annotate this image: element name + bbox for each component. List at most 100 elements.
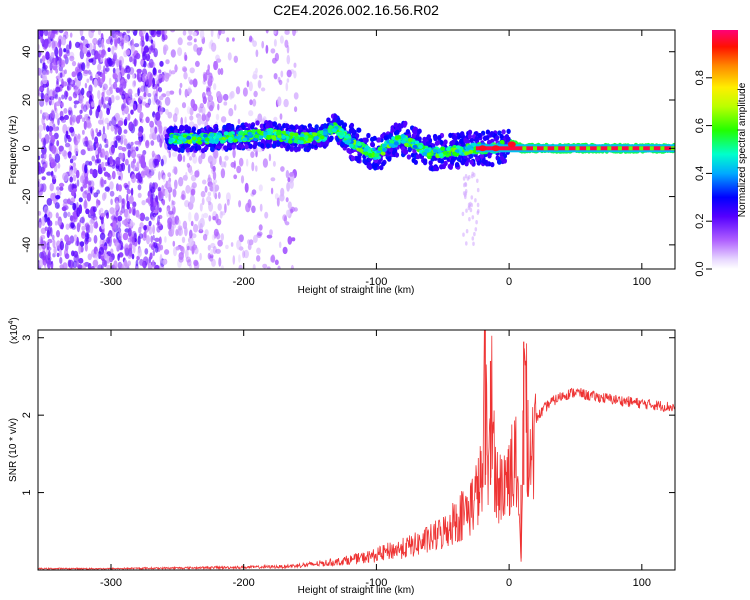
spectrogram-noise-cell <box>121 147 127 152</box>
spectrogram-marks <box>38 30 675 269</box>
spectrogram-ridge-cell <box>468 149 474 154</box>
spectrogram-noise-cell <box>280 70 284 78</box>
spectrogram-noise-cell <box>278 241 282 249</box>
spectrogram-ridge-cell <box>208 126 213 133</box>
spectrogram-noise-cell <box>220 233 224 242</box>
spectrogram-noise-cell <box>73 234 78 242</box>
spectrogram-noise-cell <box>70 222 75 229</box>
spectrogram-noise-cell <box>154 244 159 253</box>
spectrogram-ridge-cell <box>179 124 184 130</box>
spectrogram-ridge-cell <box>440 146 445 151</box>
spectrogram-ridge-cell <box>220 139 225 144</box>
spectrogram-ridge-cell <box>363 148 368 152</box>
spectrogram-noise-cell <box>109 207 115 215</box>
spectrogram-noise-cell <box>206 69 210 76</box>
spectrogram-noise-cell <box>100 216 104 225</box>
spectrogram-ridge-cell <box>372 135 377 141</box>
spectrogram-noise-cell <box>177 225 183 231</box>
spectrogram-noise-cell <box>292 30 296 37</box>
spectrogram-noise-cell <box>137 97 141 103</box>
spectrogram-noise-cell <box>92 206 97 213</box>
spectrogram-noise-cell <box>130 141 134 146</box>
spectrogram-noise-cell <box>183 71 188 80</box>
spectrogram-noise-cell <box>164 96 171 106</box>
spectrogram-noise-cell <box>73 100 80 105</box>
spectrogram-noise-cell <box>109 88 113 95</box>
spectrogram-noise-cell <box>55 195 61 200</box>
spectrogram-noise-cell <box>65 223 70 230</box>
spectrogram-ridge-cell <box>305 147 311 153</box>
spectrogram-noise-cell <box>124 247 130 257</box>
spectrogram-noise-cell <box>109 58 116 67</box>
spectrogram-noise-cell <box>122 81 126 87</box>
spectrogram-noise-cell <box>158 190 163 199</box>
spectrogram-noise-cell <box>177 37 183 46</box>
spectrogram-noise-cell <box>63 114 69 120</box>
spectrogram-ridge-cell <box>425 141 430 147</box>
spectrogram-ridge-cell <box>394 135 400 140</box>
spectrogram-noise-cell <box>39 99 45 107</box>
spectrogram-noise-cell <box>203 73 206 83</box>
spectrogram-noise-cell <box>154 264 160 269</box>
spectrogram-noise-cell <box>272 57 277 64</box>
spectrogram-noise-cell <box>49 96 55 101</box>
spectrogram-noise-cell <box>38 150 41 158</box>
spectrogram-ridge-cell <box>227 136 233 141</box>
spectrogram-ridge-cell <box>281 130 286 135</box>
spectrogram-noise-cell <box>269 229 273 236</box>
spectrogram-noise-cell <box>103 171 109 177</box>
spectrogram-noise-cell <box>69 126 75 133</box>
spectrogram-noise-cell <box>113 238 116 244</box>
spectrogram-noise-cell <box>47 38 52 48</box>
spectrogram-noise-cell <box>49 183 54 192</box>
spectrogram-noise-cell <box>217 203 222 211</box>
spectrogram-noise-cell <box>211 258 216 267</box>
spectrogram-noise-cell <box>45 51 50 60</box>
spectrogram-noise-cell <box>168 192 171 202</box>
spectrogram-noise-cell <box>196 47 202 56</box>
spectrogram-ridge-cell <box>242 137 248 142</box>
spectrogram-noise-cell <box>285 197 289 203</box>
spectrogram-noise-cell <box>71 60 77 67</box>
spectrogram-noise-cell <box>256 247 261 255</box>
spectrogram-noise-cell <box>193 261 200 269</box>
spectrogram-noise-cell <box>237 118 241 125</box>
spectrogram-noise-cell <box>100 161 106 167</box>
spectrogram-ridge-cell <box>286 144 291 150</box>
spectrogram-ridge-cell <box>276 131 281 136</box>
spectrogram-noise-cell <box>106 124 110 130</box>
spectrogram-noise-cell <box>83 69 89 74</box>
spectrogram-noise-cell <box>121 198 125 204</box>
spectrogram-noise-cell <box>177 47 183 57</box>
spectrogram-noise-cell <box>153 48 158 58</box>
spectrogram-noise-cell <box>89 168 94 175</box>
spectrogram-noise-cell <box>187 86 192 96</box>
snr-x-tick-label: -200 <box>233 577 255 589</box>
spectrogram-noise-cell <box>240 175 245 184</box>
spectrogram-ridge-cell <box>346 147 351 154</box>
spectrogram-ridge-cell <box>314 124 319 130</box>
spectrogram-noise-cell <box>108 156 113 165</box>
spectrogram-noise-cell <box>46 260 51 269</box>
spectrogram-ridge-cell <box>237 134 243 139</box>
spectrogram-ridge-cell <box>443 160 448 166</box>
spectrogram-noise-cell <box>247 239 251 245</box>
spectrogram-noise-cell <box>154 237 160 242</box>
spectrogram-noise-cell <box>184 54 188 61</box>
spectrogram-noise-cell <box>78 197 83 203</box>
spectrogram-noise-cell <box>220 67 224 76</box>
spectrogram-noise-cell <box>189 156 192 161</box>
spectrogram-noise-cell <box>73 140 79 146</box>
spectrogram-ridge-cell <box>432 148 438 153</box>
spectrogram-noise-cell <box>276 197 280 207</box>
spectrogram-noise-cell <box>56 140 60 147</box>
spectrogram-ridge-cell <box>389 139 394 144</box>
snr-scale-exponent: 4 <box>8 321 15 325</box>
spectrogram-noise-cell <box>110 94 115 104</box>
spectrogram-ridge-cell <box>403 149 409 155</box>
spectrogram-noise-cell <box>221 30 226 34</box>
spectrogram-noise-cell <box>201 106 206 116</box>
spectrogram-noise-cell <box>156 134 161 143</box>
spectrogram-ridge-cell <box>364 137 369 143</box>
spectrogram-noise-cell <box>86 61 90 69</box>
